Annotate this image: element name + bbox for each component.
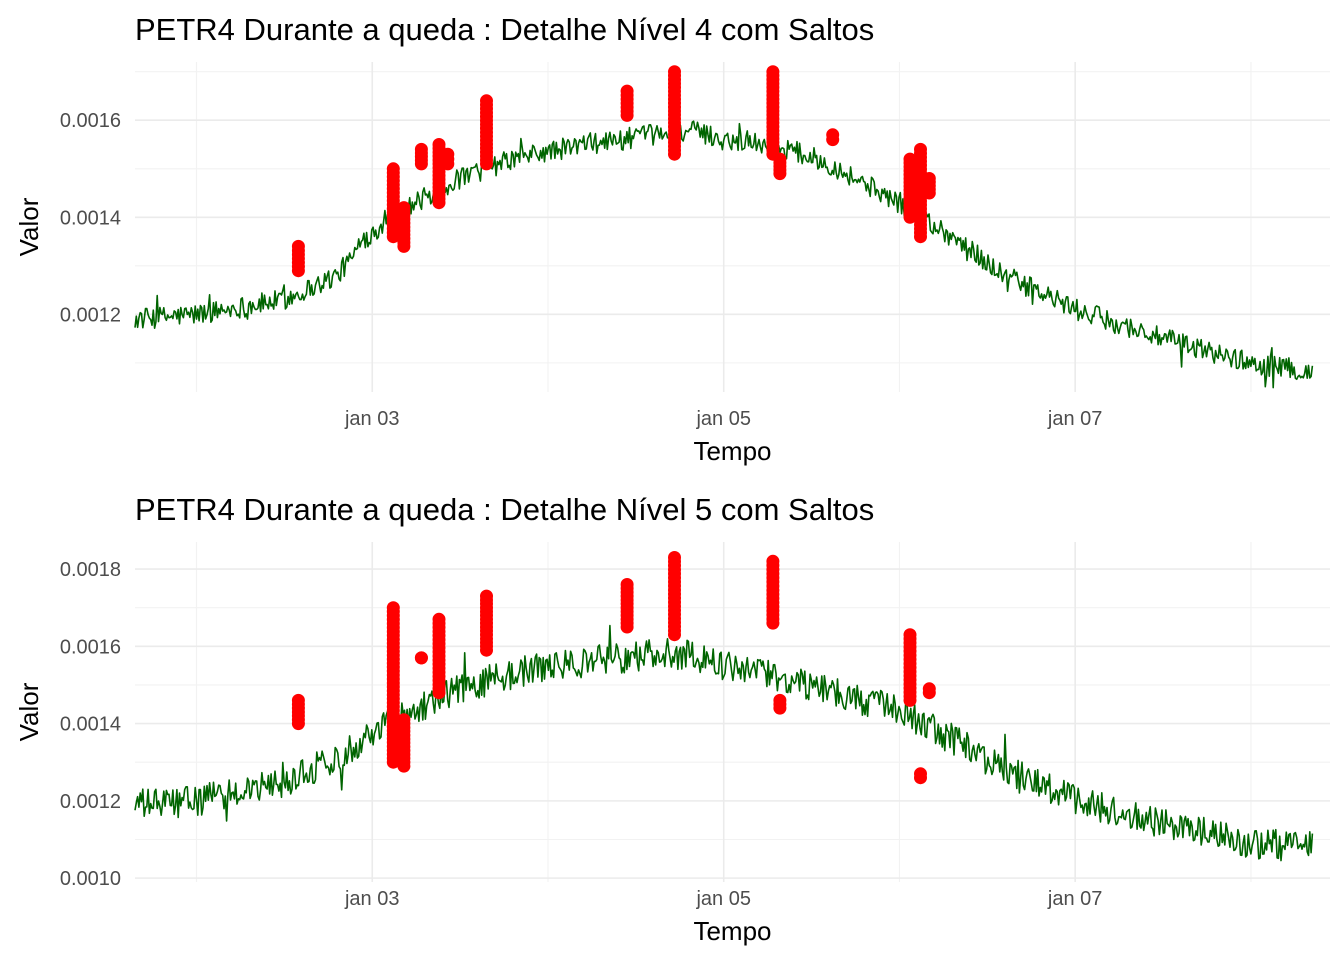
jump-points [291,65,936,278]
jump-point [291,239,305,253]
jump-point [922,682,936,696]
jump-point [914,142,927,156]
jump-point [432,612,446,626]
chart-title: PETR4 Durante a queda : Detalhe Nível 4 … [135,12,874,47]
jump-point [480,94,493,108]
y-tick-label: 0.0016 [60,636,121,658]
jump-point [668,65,681,79]
jump-point [903,628,917,642]
chart-title: PETR4 Durante a queda : Detalhe Nível 5 … [135,492,874,527]
y-axis-title: Valor [14,197,44,256]
x-tick-label: jan 07 [1047,888,1103,910]
y-tick-label: 0.0016 [60,110,121,132]
x-axis-title: Tempo [693,916,771,946]
x-axis-title: Tempo [693,436,771,466]
x-tick-label: jan 07 [1047,408,1103,430]
jump-point [397,713,411,727]
grid [135,542,1330,882]
jump-points [291,551,936,785]
jump-point [386,162,400,176]
jump-point [414,651,428,665]
jump-point [922,172,936,185]
y-tick-label: 0.0018 [60,559,121,581]
y-tick-label: 0.0010 [60,868,121,890]
y-tick-label: 0.0012 [60,791,121,813]
series-line [134,120,1314,389]
jump-point [668,551,681,564]
jump-point [386,601,400,615]
jump-point [826,128,840,142]
jump-point [397,201,411,215]
x-tick-label: jan 05 [695,408,751,430]
jump-point [766,554,780,568]
y-tick-label: 0.0014 [60,207,121,229]
y-tick-label: 0.0012 [60,304,121,326]
jump-point [773,693,787,707]
chart-panel-nivel-5: 0.0010 0.0012 0.0014 0.0016 0.0018 jan 03 jan … [14,492,1330,946]
jump-point [773,152,787,166]
jump-point [441,147,455,161]
x-tick-label: jan 05 [695,888,751,910]
jump-point [480,589,493,603]
jump-point [432,138,446,151]
jump-point [291,693,305,707]
series-line [134,624,1314,862]
jump-point [766,65,780,79]
grid [135,62,1330,392]
y-axis-title: Valor [14,682,44,741]
jump-point [620,578,634,591]
y-tick-label: 0.0014 [60,714,121,736]
jump-point [620,84,634,98]
chart-panel-nivel-4: 0.0012 0.0014 0.0016 jan 03 jan 05 jan 07 PETR… [14,12,1330,466]
x-tick-label: jan 03 [344,408,400,430]
x-tick-label: jan 03 [344,888,400,910]
jump-point [903,152,917,166]
jump-point [414,142,428,156]
jump-point [914,767,927,781]
